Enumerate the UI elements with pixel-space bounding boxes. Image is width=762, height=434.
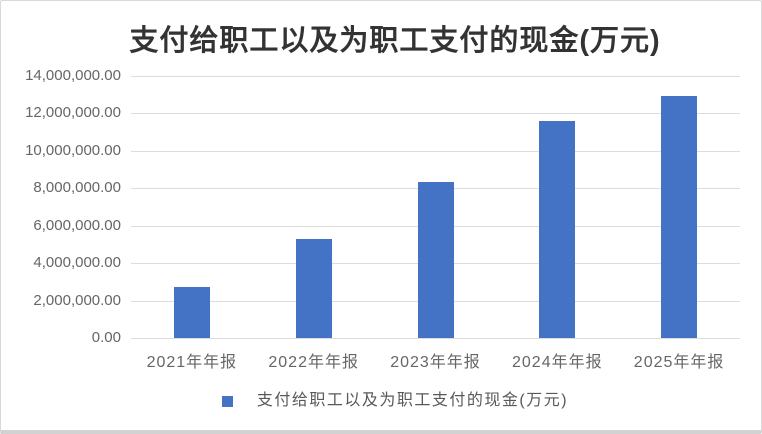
y-axis: 14,000,000.00 12,000,000.00 10,000,000.00 8… [1, 67, 121, 346]
y-tick-label: 14,000,000.00 [25, 67, 121, 84]
gridline [131, 76, 740, 77]
x-tick-label: 2025年年报 [633, 354, 725, 371]
legend-row: 支付给职工以及为职工支付的现金(万元) [1, 390, 761, 412]
x-tick-label: 2021年年报 [146, 354, 238, 371]
y-tick-label: 0.00 [91, 329, 121, 346]
gridline [131, 151, 740, 152]
y-tick-label: 10,000,000.00 [25, 141, 121, 159]
x-axis: 2021年年报 2022年年报 2023年年报 2024年年报 2025年年报 [131, 352, 740, 374]
y-tick-label: 12,000,000.00 [25, 104, 121, 122]
legend-label: 支付给职工以及为职工支付的现金(万元) [256, 392, 569, 409]
y-tick-label: 2,000,000.00 [33, 291, 121, 309]
legend: 支付给职工以及为职工支付的现金(万元) [221, 390, 569, 412]
bar [539, 121, 576, 338]
y-tick-label: 8,000,000.00 [33, 179, 121, 197]
plot-area [131, 76, 740, 339]
bar [417, 182, 454, 338]
x-tick-label: 2024年年报 [511, 354, 603, 371]
gridline [131, 338, 740, 339]
y-tick-label: 4,000,000.00 [33, 254, 121, 272]
bar [661, 96, 698, 338]
gridline [131, 113, 740, 114]
x-tick-label: 2022年年报 [268, 354, 359, 371]
chart-title: 支付给职工以及为职工支付的现金(万元) [129, 25, 661, 57]
bar [173, 287, 210, 338]
chart-title-row: 支付给职工以及为职工支付的现金(万元) [1, 17, 761, 59]
x-tick-label: 2023年年报 [390, 354, 481, 371]
legend-swatch-icon [221, 395, 233, 407]
bar [295, 239, 332, 338]
y-tick-label: 6,000,000.00 [33, 216, 121, 234]
